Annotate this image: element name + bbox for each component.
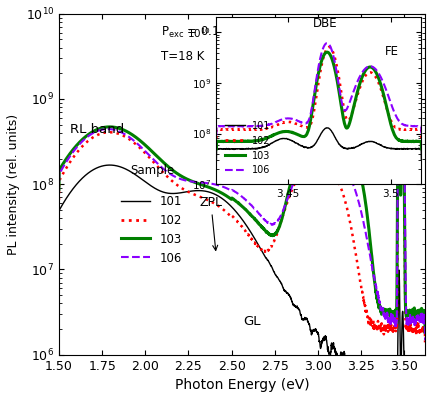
Text: UVL: UVL (314, 114, 346, 128)
Y-axis label: PL intensity (rel. units): PL intensity (rel. units) (7, 114, 20, 255)
Text: ZPL: ZPL (200, 196, 222, 251)
X-axis label: Photon Energy (eV): Photon Energy (eV) (175, 378, 309, 392)
Text: T=18 K: T=18 K (162, 49, 205, 63)
Text: RL band: RL band (70, 123, 124, 136)
Text: GL: GL (244, 316, 261, 328)
Legend: 101, 102, 103, 106: 101, 102, 103, 106 (116, 190, 187, 269)
Text: Sample: Sample (130, 164, 175, 177)
Text: $\rm P_{exc}$ = 0.12 W/cm$^2$: $\rm P_{exc}$ = 0.12 W/cm$^2$ (162, 22, 271, 41)
